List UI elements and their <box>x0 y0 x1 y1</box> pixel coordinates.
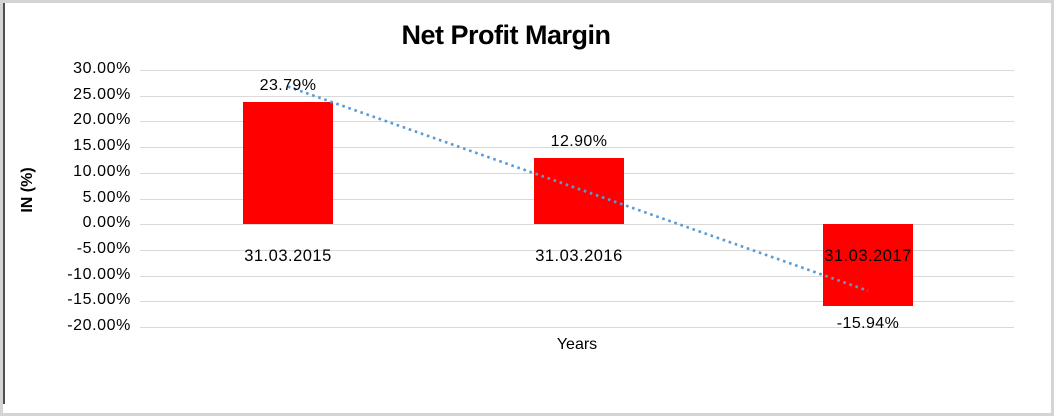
y-axis-tick-label: 10.00% <box>73 162 131 180</box>
frame-left-border <box>3 3 5 404</box>
bar-data-label: 12.90% <box>550 132 608 150</box>
y-axis-tick-label: 15.00% <box>73 137 131 155</box>
bar-data-label: -15.94% <box>836 315 900 333</box>
y-axis-tick-label: -5.00% <box>76 239 131 257</box>
gridline <box>140 95 1014 97</box>
gridline <box>140 301 1014 303</box>
y-axis-tick-label: 30.00% <box>73 60 131 77</box>
bar <box>243 101 333 225</box>
y-axis-tick-label: -10.00% <box>67 265 131 283</box>
gridline <box>140 327 1014 328</box>
y-axis-tick-label: 25.00% <box>73 85 131 103</box>
x-axis-category-label: 31.03.2017 <box>824 247 912 265</box>
y-axis-tick-label: 0.00% <box>82 214 131 232</box>
y-axis-tick-label: 20.00% <box>73 111 131 129</box>
y-axis-tick-label: 5.00% <box>82 188 131 206</box>
x-axis-title: Years <box>556 336 598 353</box>
bar-data-label: 23.79% <box>259 76 317 94</box>
trendline <box>287 85 869 293</box>
chart-title: Net Profit Margin <box>401 20 611 50</box>
gridline <box>140 70 1014 71</box>
bar <box>534 157 624 225</box>
x-axis-category-label: 31.03.2016 <box>535 247 623 265</box>
y-axis-tick-label: -20.00% <box>67 317 131 334</box>
y-axis-tick-label: -15.00% <box>67 291 131 309</box>
x-axis-category-label: 31.03.2015 <box>244 247 332 265</box>
